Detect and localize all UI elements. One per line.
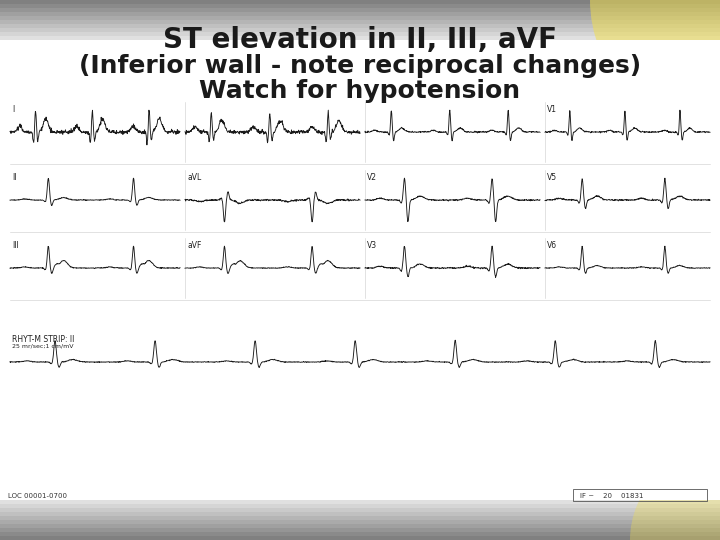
Bar (0, 512, 720, 516)
Bar (0, 516, 720, 520)
Bar (0, 536, 720, 540)
Text: Watch for hypotension: Watch for hypotension (199, 79, 521, 103)
Bar (0, 0, 720, 4)
Text: II: II (12, 173, 17, 183)
Bar (0, 16, 720, 20)
Bar (0, 12, 720, 16)
Bar (0, 520, 720, 524)
Bar (0, 528, 720, 532)
Wedge shape (590, 0, 720, 130)
Bar (0, 508, 720, 512)
Text: 25 mr/sec;1 cm/mV: 25 mr/sec;1 cm/mV (12, 343, 73, 348)
Text: V2: V2 (367, 173, 377, 183)
Bar (0, 4, 720, 8)
Bar (0, 28, 720, 32)
Text: LOC 00001-0700: LOC 00001-0700 (8, 493, 67, 499)
Text: V5: V5 (547, 173, 557, 183)
Text: III: III (12, 241, 19, 251)
Bar (0, 8, 720, 12)
Bar (0, 504, 720, 508)
Text: (Inferior wall - note reciprocal changes): (Inferior wall - note reciprocal changes… (79, 54, 641, 78)
Bar (0, 24, 720, 28)
Bar (0, 500, 720, 504)
Bar (0, 40, 720, 500)
Text: V3: V3 (367, 241, 377, 251)
Text: IF ~    20    01831: IF ~ 20 01831 (580, 493, 644, 499)
Wedge shape (630, 450, 720, 540)
Bar (0, 32, 720, 36)
Text: V6: V6 (547, 241, 557, 251)
Bar (0, 532, 720, 536)
Text: V1: V1 (547, 105, 557, 114)
Text: aVF: aVF (187, 241, 202, 251)
Bar (0, 36, 720, 40)
Bar (0, 20, 720, 24)
Text: I: I (12, 105, 14, 114)
Text: aVL: aVL (187, 173, 202, 183)
Bar (0, 524, 720, 528)
Text: RHYT-M STRIP: II: RHYT-M STRIP: II (12, 335, 74, 345)
Text: ST elevation in II, III, aVF: ST elevation in II, III, aVF (163, 26, 557, 54)
